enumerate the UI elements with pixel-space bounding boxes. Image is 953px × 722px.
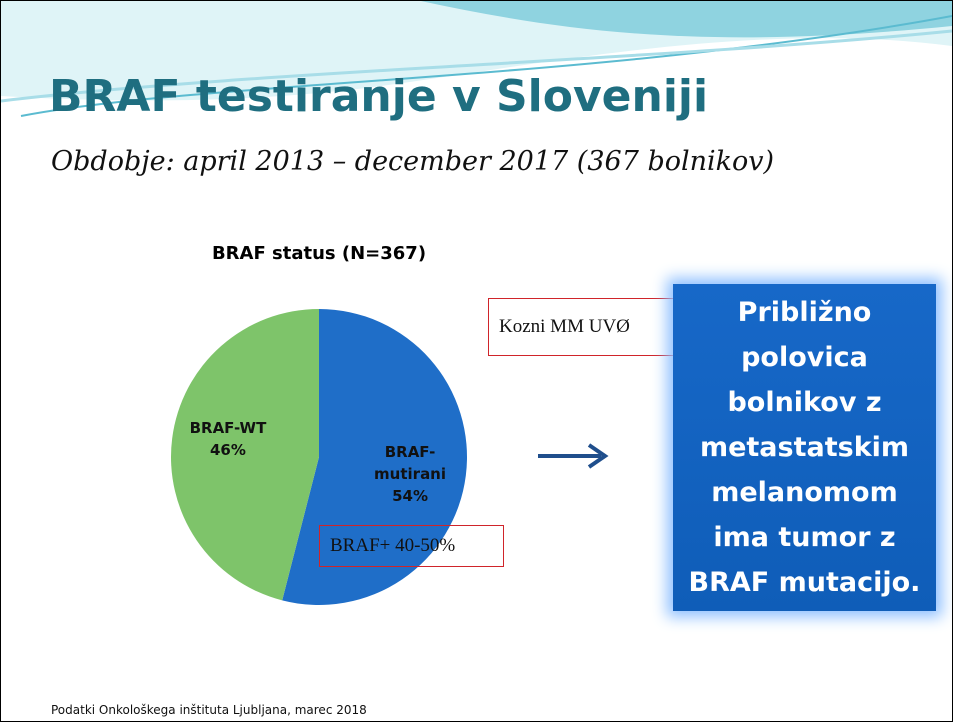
header-line xyxy=(1,29,952,103)
callout-line: bolnikov z xyxy=(727,387,882,418)
callout-line: melanomom xyxy=(711,477,898,508)
slice-label: BRAF-WT 46% xyxy=(188,417,268,461)
header-line xyxy=(20,15,952,117)
pie-slice xyxy=(282,309,468,605)
callout-line: BRAF mutacijo. xyxy=(688,567,921,598)
pie-slice xyxy=(171,309,319,601)
slice-name: BRAF-WT xyxy=(189,419,267,438)
chart-title: BRAF status (N=367) xyxy=(212,243,426,264)
slice-value: 54% xyxy=(392,486,428,505)
slice-label: BRAF-mutirani 54% xyxy=(370,441,450,507)
slice-name: BRAF-mutirani xyxy=(374,442,447,483)
callout-line: ima tumor z xyxy=(713,522,896,553)
callout-line: metastatskim xyxy=(699,432,910,463)
pie xyxy=(171,309,468,605)
footer: Podatki Onkološkega inštituta Ljubljana,… xyxy=(51,703,367,717)
header-wave xyxy=(421,1,952,38)
annotation: BRAF+ 40-50% xyxy=(319,525,504,567)
callout-line: polovica xyxy=(741,342,868,373)
slice-value: 46% xyxy=(210,441,246,460)
callout: Približno polovica bolnikov z metastatskim m… xyxy=(673,284,936,611)
slide-subtitle: Obdobje: april 2013 – december 2017 (367… xyxy=(51,146,775,177)
slide-title: BRAF testiranje v Sloveniji xyxy=(49,71,709,122)
annotation: Kozni MM UVØ xyxy=(488,298,693,356)
arrow xyxy=(538,443,609,469)
callout-line: Približno xyxy=(737,297,872,328)
